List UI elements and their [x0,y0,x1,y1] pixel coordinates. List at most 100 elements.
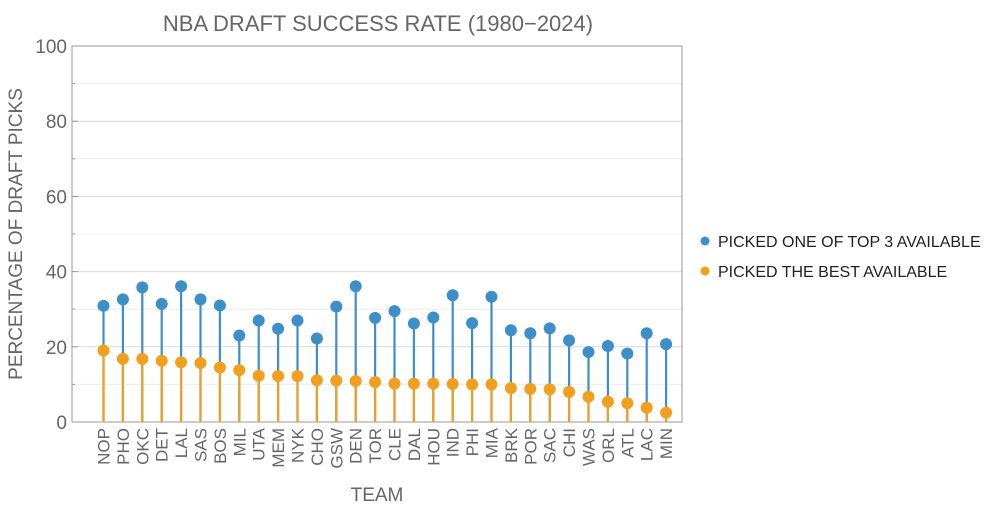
y-tick-label: 40 [46,263,67,284]
point-top3 [330,300,343,313]
point-top3 [97,299,110,312]
legend-label-top3: PICKED ONE OF TOP 3 AVAILABLE [718,234,981,251]
point-top3 [543,322,556,335]
x-tick-label: POR [521,428,540,465]
point-top3 [252,314,265,327]
point-best [369,376,382,389]
gridlines [72,83,682,385]
x-tick-label: OKC [133,428,152,465]
point-best [233,364,246,377]
x-tick-label: MIA [483,427,502,458]
point-top3 [369,311,382,324]
point-best [466,378,479,391]
data-points [97,280,673,419]
point-top3 [485,290,498,303]
point-best [175,356,188,369]
y-tick-label: 0 [56,413,67,434]
point-best [446,378,459,391]
point-top3 [407,317,420,330]
point-best [194,356,207,369]
point-best [291,370,304,383]
point-best [310,374,323,387]
x-tick-label: ATL [618,428,637,458]
x-tick-label: SAC [541,428,560,463]
point-top3 [136,281,149,294]
point-best [155,354,168,367]
x-tick-label: MEM [269,428,288,468]
y-tick-label: 80 [46,112,67,133]
x-tick-label: ORL [599,428,618,463]
x-tick-label: MIL [230,428,249,456]
x-tick-label: CHI [560,428,579,457]
point-top3 [563,334,576,347]
point-best [582,390,595,403]
x-tick-label: UTA [250,427,269,460]
point-top3 [446,289,459,302]
point-best [330,374,343,387]
point-top3 [660,338,673,351]
point-best [116,352,129,365]
x-tick-label: LAL [172,428,191,458]
point-best [272,370,285,383]
x-tick-label: WAS [580,428,599,466]
y-axis: 0 20 40 60 80 100 [35,37,78,434]
point-best [427,377,440,390]
x-tick-label: PHO [114,428,133,465]
x-tick-label: NOP [95,428,114,465]
point-top3 [175,280,188,293]
point-best [349,375,362,388]
point-top3 [291,314,304,327]
point-top3 [349,280,362,293]
point-best [543,383,556,396]
point-top3 [213,299,226,312]
x-tick-label: GSW [327,428,346,469]
point-best [524,382,537,395]
x-tick-label: DAL [405,428,424,461]
point-top3 [621,347,634,360]
x-tick-label: IND [444,428,463,457]
y-tick-label: 60 [46,187,67,208]
point-best [660,406,673,419]
y-tick-label: 20 [46,338,67,359]
point-best [485,378,498,391]
point-best [407,377,420,390]
x-tick-label: BOS [211,428,230,464]
point-top3 [233,329,246,342]
x-tick-label: CLE [386,428,405,461]
point-top3 [601,340,614,353]
legend-marker-top3 [700,236,710,246]
y-tick-label: 100 [35,37,67,58]
x-tick-label: NYK [289,427,308,463]
point-best [97,344,110,357]
y-axis-title: PERCENTAGE OF DRAFT PICKS [6,88,27,380]
point-top3 [155,297,168,310]
legend: PICKED ONE OF TOP 3 AVAILABLE PICKED THE … [700,234,981,281]
x-axis: NOP PHO OKC DET LAL SAS BOS MIL UTA MEM NYK CHO GSW D… [95,427,677,468]
lollipop-stems [102,286,668,422]
x-tick-label: PHI [463,428,482,456]
x-tick-label: DEN [347,428,366,464]
x-axis-title: TEAM [351,485,404,505]
point-top3 [640,327,653,340]
point-top3 [427,311,440,324]
x-tick-label: LAC [638,428,657,461]
x-tick-label: DET [153,428,172,462]
x-tick-label: BRK [502,427,521,463]
point-top3 [310,332,323,345]
point-best [388,377,401,390]
x-tick-label: TOR [366,428,385,464]
point-best [621,397,634,410]
point-top3 [504,324,517,337]
point-top3 [194,293,207,306]
point-best [640,401,653,414]
point-top3 [388,305,401,318]
point-best [136,352,149,365]
x-tick-label: CHO [308,428,327,466]
point-top3 [524,327,537,340]
legend-label-best: PICKED THE BEST AVAILABLE [718,264,947,281]
x-tick-label: HOU [424,428,443,466]
x-tick-label: MIN [657,428,676,459]
point-top3 [466,317,479,330]
point-top3 [582,346,595,359]
